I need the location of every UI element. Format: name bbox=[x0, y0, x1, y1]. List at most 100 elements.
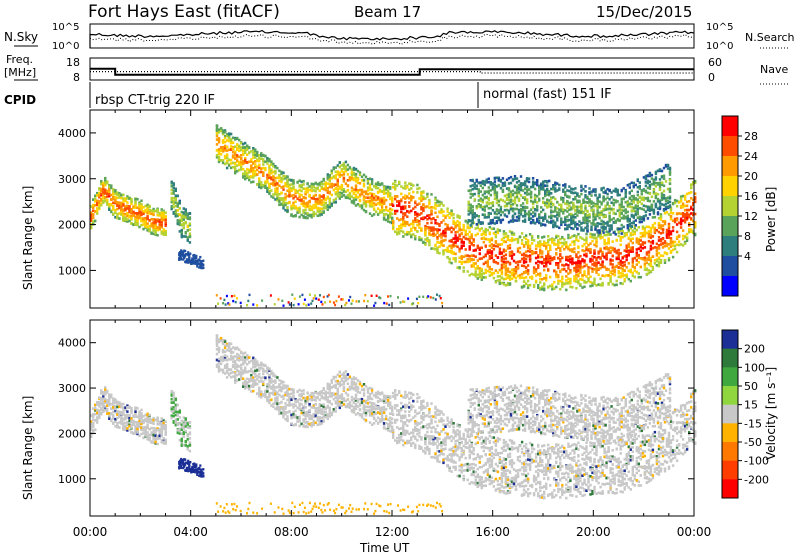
power-cell-768 bbox=[229, 148, 233, 151]
power-cell-2810 bbox=[534, 261, 538, 265]
power-cell-3399 bbox=[621, 272, 624, 276]
power-cell-868 bbox=[244, 177, 247, 181]
power-cell-2996 bbox=[561, 282, 564, 286]
power-cell-1050 bbox=[270, 163, 273, 166]
power-cell-2531 bbox=[492, 244, 496, 248]
power-cell-3907 bbox=[471, 221, 474, 225]
power-cell-1602 bbox=[352, 171, 356, 175]
power-cell-1804 bbox=[385, 218, 388, 222]
power-cell-4515 bbox=[558, 203, 561, 207]
power-cell-4741 bbox=[592, 210, 595, 213]
power-cell-845 bbox=[240, 168, 243, 171]
power-cell-163 bbox=[116, 196, 119, 200]
power-cell-3411 bbox=[623, 232, 626, 235]
power-cell-4366 bbox=[538, 192, 541, 196]
power-cell-3069 bbox=[573, 277, 576, 281]
power-cell-3031 bbox=[567, 267, 570, 270]
power-cell-101 bbox=[106, 195, 109, 198]
power-cell-2750 bbox=[524, 276, 528, 279]
power-cell-1573 bbox=[348, 178, 352, 181]
power-cell-668 bbox=[215, 143, 219, 146]
power-cell-3106 bbox=[579, 236, 582, 239]
power-cell-2453 bbox=[480, 276, 483, 279]
power-cell-1111 bbox=[280, 178, 283, 181]
power-cell-1600 bbox=[352, 188, 356, 191]
power-cell-2098 bbox=[430, 213, 433, 216]
power-cell-3726 bbox=[669, 249, 673, 253]
power-cell-3301 bbox=[607, 241, 610, 245]
power-cell-2556 bbox=[496, 279, 500, 282]
power-cell-2189 bbox=[442, 214, 445, 217]
power-cell-242 bbox=[126, 201, 129, 204]
power-cell-3604 bbox=[653, 222, 657, 225]
power-cell-2615 bbox=[504, 249, 508, 253]
power-cell-3380 bbox=[619, 243, 622, 247]
power-cell-4574 bbox=[568, 185, 571, 188]
power-cell-2338 bbox=[464, 248, 467, 251]
power-cell-328 bbox=[138, 210, 141, 214]
power-cell-2124 bbox=[434, 204, 437, 207]
power-cell-3688 bbox=[665, 252, 669, 255]
power-cell-4554 bbox=[564, 218, 567, 221]
power-cell-3617 bbox=[655, 258, 659, 261]
power-cell-2275 bbox=[454, 225, 457, 228]
power-cell-42 bbox=[96, 193, 99, 197]
power-cell-188 bbox=[118, 212, 121, 215]
power-cell-3348 bbox=[615, 251, 618, 255]
power-cell-2072 bbox=[426, 221, 429, 225]
power-cell-3906 bbox=[469, 211, 472, 215]
power-cell-2953 bbox=[555, 273, 558, 276]
power-cell-2988 bbox=[561, 280, 564, 284]
power-cell-4569 bbox=[566, 202, 569, 206]
power-cell-2803 bbox=[532, 268, 536, 272]
power-cell-4597 bbox=[570, 222, 573, 225]
power-cell-2520 bbox=[490, 237, 494, 240]
power-cell-3914 bbox=[471, 211, 474, 215]
power-cell-1883 bbox=[396, 217, 399, 220]
power-cell-2153 bbox=[438, 251, 441, 255]
power-cell-611 bbox=[182, 223, 185, 227]
power-cell-4765 bbox=[594, 190, 597, 193]
power-cell-1353 bbox=[316, 197, 319, 201]
power-cell-4882 bbox=[612, 221, 615, 224]
power-cell-4614 bbox=[572, 220, 575, 223]
power-cell-728 bbox=[223, 147, 227, 150]
power-cell-3959 bbox=[477, 199, 480, 202]
power-cell-4348 bbox=[533, 208, 537, 212]
power-cell-4860 bbox=[608, 189, 611, 192]
power-cell-3851 bbox=[690, 207, 693, 210]
power-cell-2297 bbox=[458, 226, 461, 230]
power-cell-3932 bbox=[473, 187, 476, 190]
power-cell-4827 bbox=[604, 208, 607, 212]
power-cell-1445 bbox=[328, 200, 331, 203]
power-cell-1618 bbox=[354, 167, 358, 171]
power-cell-1415 bbox=[324, 202, 327, 205]
power-cell-2974 bbox=[559, 260, 562, 263]
power-cell-1430 bbox=[326, 182, 329, 185]
power-cell-4821 bbox=[602, 198, 605, 202]
power-cell-1837 bbox=[389, 215, 392, 218]
power-cell-1785 bbox=[382, 196, 386, 200]
power-cell-740 bbox=[225, 149, 229, 152]
power-cell-4199 bbox=[513, 177, 517, 181]
power-cell-3041 bbox=[569, 261, 572, 264]
power-cell-3209 bbox=[595, 236, 598, 240]
power-cell-2330 bbox=[462, 266, 465, 269]
power-cell-1862 bbox=[392, 182, 395, 186]
power-cell-1040 bbox=[268, 192, 271, 196]
power-cell-149 bbox=[112, 206, 115, 209]
power-cell-1538 bbox=[342, 177, 346, 180]
power-cell-1833 bbox=[389, 192, 392, 195]
power-cell-1680 bbox=[366, 189, 370, 192]
power-cell-4328 bbox=[531, 184, 535, 188]
power-cell-2948 bbox=[555, 263, 558, 267]
power-cell-4444 bbox=[548, 193, 551, 197]
power-cell-341 bbox=[140, 207, 143, 210]
power-cell-2975 bbox=[559, 241, 562, 245]
power-cell-3515 bbox=[639, 265, 642, 269]
power-cell-3778 bbox=[679, 204, 683, 208]
power-cell-1764 bbox=[378, 182, 382, 186]
power-cell-3819 bbox=[685, 208, 689, 212]
power-cell-1461 bbox=[330, 185, 333, 188]
power-cell-3681 bbox=[663, 259, 667, 262]
